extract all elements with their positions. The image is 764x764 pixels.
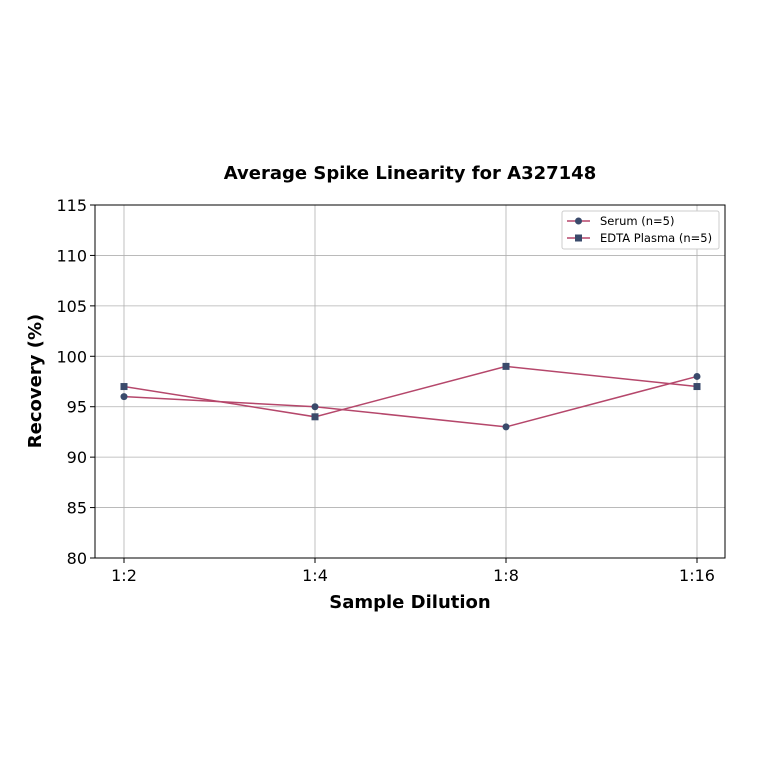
y-tick-label: 80 (67, 549, 87, 568)
y-tick-label: 115 (56, 196, 87, 215)
data-point-circle (502, 423, 510, 431)
legend-marker-serum (575, 217, 582, 225)
data-point-square (693, 383, 701, 391)
y-axis-label: Recovery (%) (25, 314, 46, 448)
legend: Serum (n=5) EDTA Plasma (n=5) (561, 210, 720, 250)
data-point-circle (693, 372, 701, 380)
legend-label-serum: Serum (n=5) (600, 214, 674, 228)
data-point-square (120, 383, 128, 391)
data-point-square (502, 362, 510, 370)
y-tick-label: 95 (67, 398, 87, 417)
legend-box (561, 210, 720, 250)
x-tick-label: 1:2 (111, 566, 137, 585)
series-line-0 (123, 375, 698, 428)
legend-label-edta: EDTA Plasma (n=5) (600, 231, 712, 245)
series-line-1 (123, 365, 698, 418)
chart-title: Average Spike Linearity for A327148 (224, 163, 596, 184)
y-tick-label: 100 (56, 347, 87, 366)
y-tick-label: 105 (56, 297, 87, 316)
x-tick-label: 1:4 (302, 566, 328, 585)
y-tick-label: 85 (67, 499, 87, 518)
data-point-circle (120, 393, 128, 401)
plot-area-frame (94, 204, 726, 559)
data-point-square (311, 413, 319, 421)
legend-marker-edta (575, 234, 582, 242)
y-tick-label: 90 (67, 448, 87, 467)
y-tick-label: 110 (56, 246, 87, 265)
x-tick-label: 1:8 (493, 566, 519, 585)
x-axis-label: Sample Dilution (329, 592, 490, 613)
x-tick-label: 1:16 (679, 566, 715, 585)
data-point-circle (311, 403, 319, 411)
